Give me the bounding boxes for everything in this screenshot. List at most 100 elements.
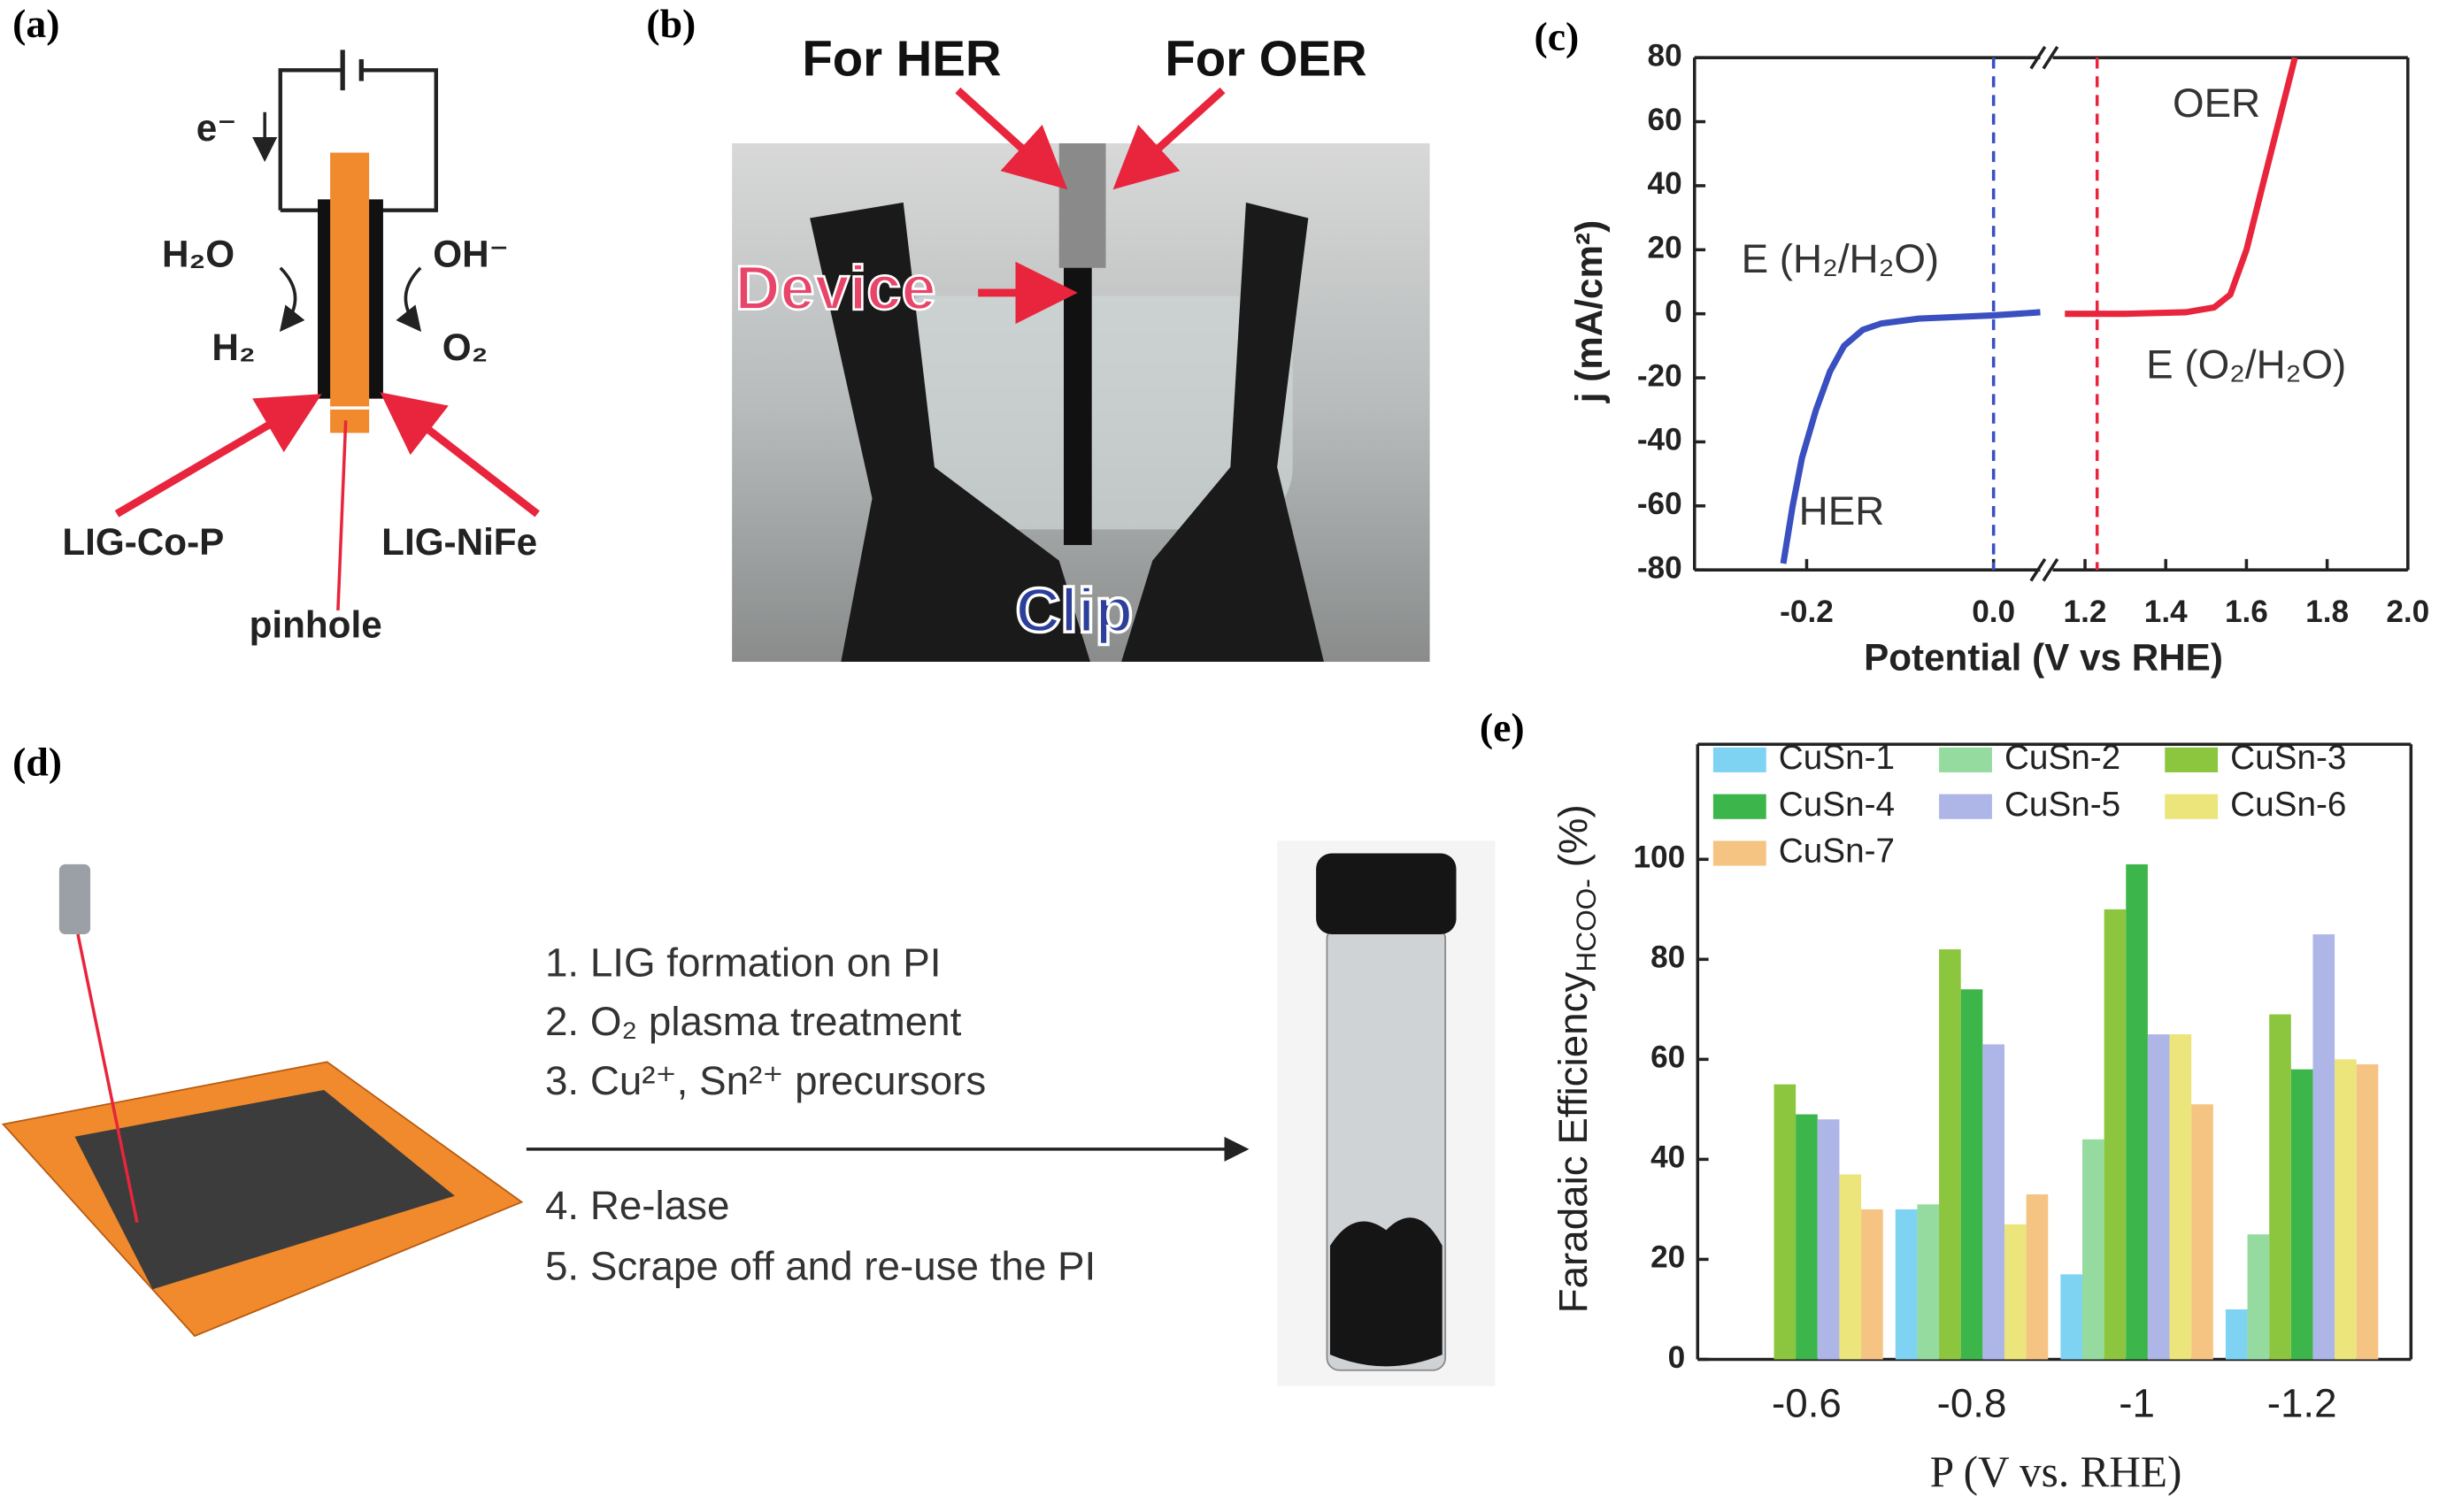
bar [2126,863,2148,1360]
legend-label: CuSn-1 [1779,739,1895,777]
wires [1058,142,1106,268]
axis-break [2042,45,2059,70]
x-tick-label: -0.2 [1780,595,1834,629]
arrow [1112,87,1226,190]
y-tick-label: 0 [1668,1340,1686,1375]
legend-label: CuSn-6 [2230,786,2346,824]
bar [1917,1204,1940,1360]
panel-d: (d) 1. LIG formation on PI 2. O₂ plasma … [1,739,1496,1386]
bar [2169,1034,2192,1360]
y-tick-label: 100 [1633,840,1685,875]
legend-swatch [1712,794,1766,819]
x-tick-label: -0.8 [1937,1380,2007,1425]
arrow [396,266,422,333]
x-tick-label: 2.0 [2386,595,2429,629]
legend-swatch [2165,794,2219,819]
bar [1895,1209,1918,1360]
y-axis-label: Faradaic EfficiencyHCOO- (%) [1550,804,1602,1313]
step: 4. Re-lase [545,1183,730,1228]
laser-beam [76,933,139,1223]
x-tick-label: 1.6 [2225,595,2268,629]
arrow [279,266,305,333]
bar [1939,949,1961,1360]
annotation: E (H₂/H₂O) [1742,236,1940,281]
annotation: E (O₂/H₂O) [2146,342,2346,387]
x-axis-label: Potential (V vs RHE) [1864,636,2223,678]
step: 1. LIG formation on PI [545,940,942,985]
lig [74,1089,455,1290]
panel-b: (b) For HER For OER Device Clip [646,1,1430,663]
bar [1796,1114,1818,1360]
x-tick-label: 1.8 [2305,595,2349,629]
label: H₂ [212,326,255,368]
label: Clip [1015,575,1133,645]
label: For OER [1165,30,1366,86]
bar [1817,1119,1840,1360]
bar [1861,1209,1883,1360]
y-axis-label-part: (%) [1550,804,1596,879]
y-tick-label: -40 [1637,423,1682,457]
panel-label: (d) [12,739,62,784]
panel-a: (a) e⁻ H₂O H₂ OH⁻ O₂ LIG-Co-P LIG-NiFe p… [12,1,540,645]
y-tick-label: 80 [1650,940,1685,975]
legend-swatch [1712,840,1766,866]
y-tick-label: -80 [1637,550,1682,585]
bar [2335,1059,2357,1360]
clip [1121,202,1324,663]
x-tick-label: 0.0 [1972,595,2015,629]
step: 5. Scrape off and re-use the PI [545,1243,1096,1288]
legend-label: CuSn-4 [1779,786,1895,824]
bar [2247,1234,2270,1360]
step: 3. Cu²⁺, Sn²⁺ precursors [545,1058,986,1103]
label: OH⁻ [433,234,509,275]
panel-c: (c) -80 -60 -40 -20 0 20 40 60 80 -0.2 0.0 1.2 1.4 1.… [1534,13,2429,678]
x-tick-label: 1.4 [2144,595,2188,629]
bar [2060,1274,2082,1360]
bar [2081,1139,2104,1360]
bar [2191,1104,2213,1360]
bar [2147,1034,2170,1360]
bar [1982,1044,2004,1360]
y-tick-label: 40 [1648,166,1682,201]
y-tick-label: 0 [1665,295,1682,329]
label: pinhole [250,603,382,645]
y-tick-label: 80 [1648,38,1682,73]
y-tick-label: 20 [1648,231,1682,265]
clip [810,202,1090,663]
y-tick-label: 40 [1650,1140,1685,1175]
y-tick-label: 60 [1648,103,1682,137]
legend-swatch [2165,747,2219,772]
axis-break [2029,45,2047,70]
legend-label: CuSn-2 [2004,739,2120,777]
legend-label: CuSn-3 [2230,739,2346,777]
bar [1839,1174,1862,1360]
label: Device [735,253,936,323]
y-tick-label: -20 [1637,358,1682,393]
arrow [380,392,540,518]
bar [2225,1309,2248,1360]
bar [1960,989,1983,1360]
step: 2. O₂ plasma treatment [545,999,962,1044]
substrate [330,152,370,434]
y-tick-label: -60 [1637,487,1682,521]
x-axis-label: P (V vs. RHE) [1930,1447,2182,1496]
bar [2004,1224,2027,1360]
cap [1316,853,1457,935]
x-tick-label: -0.6 [1772,1380,1842,1425]
panel-label: (a) [12,1,59,46]
x-tick-label: -1.2 [2267,1380,2337,1425]
line-series [1780,309,2041,564]
bar [1773,1084,1797,1360]
series-label: OER [2173,81,2260,126]
laser [58,863,91,935]
bar [2104,909,2127,1360]
x-tick-label: 1.2 [2064,595,2107,629]
y-axis-label-part: HCOO- [1570,879,1602,972]
legend-label: CuSn-5 [2004,786,2120,824]
label: O₂ [442,326,489,368]
label: LIG-Co-P [62,521,224,563]
y-tick-label: 60 [1650,1040,1685,1075]
series-label: HER [1799,488,1885,533]
device [1064,249,1092,546]
